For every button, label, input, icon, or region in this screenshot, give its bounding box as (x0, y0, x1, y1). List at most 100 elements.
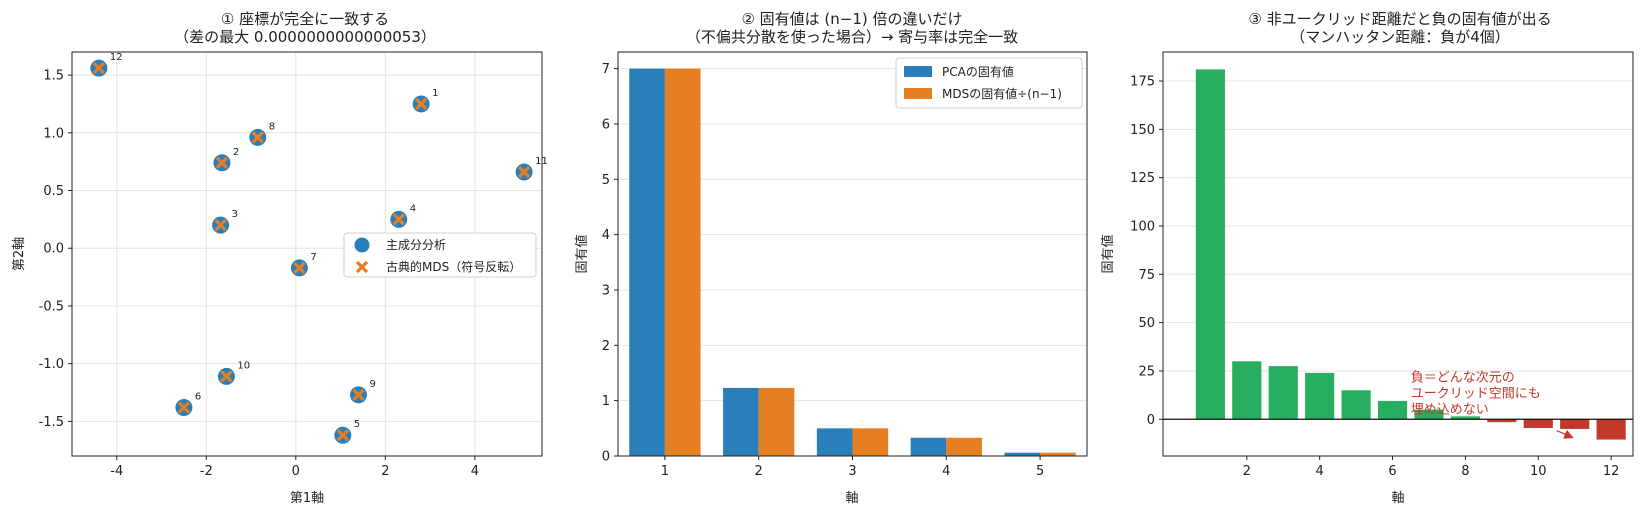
panel3-frame (1162, 51, 1634, 457)
mds-x-stroke (251, 131, 264, 144)
panel3-annotation: 負＝どんな次元の ユークリッド空間にも 埋め込めない (1411, 370, 1574, 439)
mds-x-stroke (220, 370, 233, 383)
point-label: 2 (233, 147, 239, 158)
tick-label-x: 2 (381, 464, 389, 479)
legend-x-marker (355, 260, 369, 274)
tick-label-y: 4 (602, 228, 610, 243)
tick-label-x: 8 (1461, 464, 1469, 479)
tick-label-x: 4 (471, 464, 479, 479)
mds-x-stroke (336, 429, 349, 442)
tick-label-y: 7 (602, 62, 610, 77)
mds-bar (946, 437, 982, 456)
tick-label-y: 6 (602, 117, 610, 132)
panel2-xlabel: 軸 (845, 491, 858, 506)
tick-label-y: 75 (1138, 268, 1155, 283)
negative-bar (1560, 419, 1590, 429)
tick-label-y: 125 (1130, 171, 1155, 186)
annotation-line-1: 負＝どんな次元の (1411, 370, 1515, 386)
mds-x-stroke (517, 165, 531, 179)
mds-bar (664, 68, 701, 457)
tick-label-y: 100 (1130, 219, 1155, 234)
tick-label-y: -1.5 (39, 415, 64, 430)
tick-label-y: 0 (602, 450, 610, 465)
pca-bar (816, 428, 853, 456)
tick-label-y: 150 (1130, 123, 1155, 138)
panel2-title-line2: （不偏共分散を使った場合）→ 寄与率は完全一致 (686, 28, 1018, 46)
tick-label-x: 6 (1388, 464, 1396, 479)
tick-label-y: 1 (602, 394, 610, 409)
positive-bar (1195, 69, 1225, 420)
panel3-xlabel: 軸 (1391, 491, 1404, 506)
eigenvalue-bar-panel: ② 固有値は (n−1) 倍の違いだけ （不偏共分散を使った場合）→ 寄与率は完… (574, 10, 1088, 506)
tick-label-y: 1.0 (43, 126, 64, 141)
tick-label-x: -2 (200, 464, 213, 479)
tick-label-y: -1.0 (39, 357, 64, 372)
tick-label-x: 3 (848, 464, 856, 479)
panel1-xlabel: 第1軸 (290, 491, 324, 506)
tick-label-y: 3 (602, 283, 610, 298)
mds-point (336, 429, 349, 442)
scatter-panel: ① 座標が完全に一致する （差の最大 0.0000000000000053） 1… (12, 10, 548, 506)
tick-label-y: 50 (1138, 316, 1155, 331)
panel1-title-line1: ① 座標が完全に一致する (221, 10, 389, 28)
positive-bar (1268, 366, 1298, 420)
point-label: 4 (410, 203, 416, 214)
negative-bar (1487, 419, 1517, 423)
mds-bar (1040, 452, 1076, 456)
mds-point (220, 370, 233, 383)
panel1-frame (71, 51, 543, 457)
tick-label-y: 175 (1130, 74, 1155, 89)
tick-label-y: -0.5 (39, 299, 64, 314)
tick-label-y: 0 (1147, 413, 1155, 428)
mds-x-stroke (214, 219, 227, 232)
tick-label-y: 0.0 (43, 242, 64, 257)
point-label: 3 (232, 209, 238, 220)
panel1-title-line2: （差の最大 0.0000000000000053） (174, 28, 436, 46)
negative-eigenvalue-panel: ③ 非ユークリッド距離だと負の固有値が出る （マンハッタン距離：負が4個） 0 2… (1100, 10, 1634, 506)
tick-label-x: -4 (110, 464, 123, 479)
tick-label-y: 25 (1138, 364, 1155, 379)
mds-point (215, 156, 229, 169)
tick-label-x: 10 (1530, 464, 1547, 479)
mds-x-stroke (293, 261, 306, 274)
tick-label-y: 0.5 (43, 184, 64, 199)
mds-point (251, 131, 264, 144)
mds-point (177, 401, 191, 414)
mds-x-stroke (92, 62, 105, 75)
point-label: 1 (432, 88, 438, 99)
positive-bar (1450, 416, 1480, 420)
panel1-ticks: -4 -2 0 2 4 -1.5 -1.0 -0.5 0.0 0.5 1.0 1.5 (39, 69, 479, 479)
tick-label-x: 4 (1316, 464, 1324, 479)
mds-point (392, 213, 405, 226)
annotation-arrow (1556, 429, 1574, 439)
negative-bar (1596, 419, 1626, 440)
panel3-ticks: 0 25 50 75 100 125 150 175 2 4 6 8 10 12 (1130, 74, 1619, 479)
panel2-ticks: 0 1 2 3 4 5 6 7 1 2 3 4 5 (602, 62, 1045, 479)
positive-bar (1232, 361, 1262, 420)
panel2-bars (629, 68, 1076, 457)
panel1-ylabel: 第2軸 (12, 237, 27, 271)
point-label: 11 (535, 156, 548, 167)
legend-circle-marker (354, 237, 370, 253)
tick-label-x: 5 (1036, 464, 1044, 479)
point-label: 7 (310, 252, 316, 263)
pca-bar (629, 68, 665, 457)
negative-bar (1523, 419, 1553, 428)
positive-bar (1377, 400, 1408, 420)
mds-point (415, 97, 428, 111)
panel1-legend: 主成分分析 古典的MDS（符号反転） (343, 232, 537, 278)
legend-box (343, 232, 537, 278)
point-label: 9 (369, 379, 375, 390)
pca-bar (723, 387, 759, 456)
mds-point (352, 388, 365, 401)
mds-x-stroke (215, 156, 229, 169)
legend-label-pca: 主成分分析 (386, 238, 446, 252)
mds-x-stroke (177, 401, 191, 414)
mds-point (293, 261, 306, 274)
mds-x-stroke (352, 388, 365, 401)
tick-label-y: 1.5 (43, 69, 64, 84)
mds-point (517, 165, 531, 179)
legend-label-mds: 古典的MDS（符号反転） (386, 259, 521, 274)
point-label: 10 (237, 360, 250, 371)
